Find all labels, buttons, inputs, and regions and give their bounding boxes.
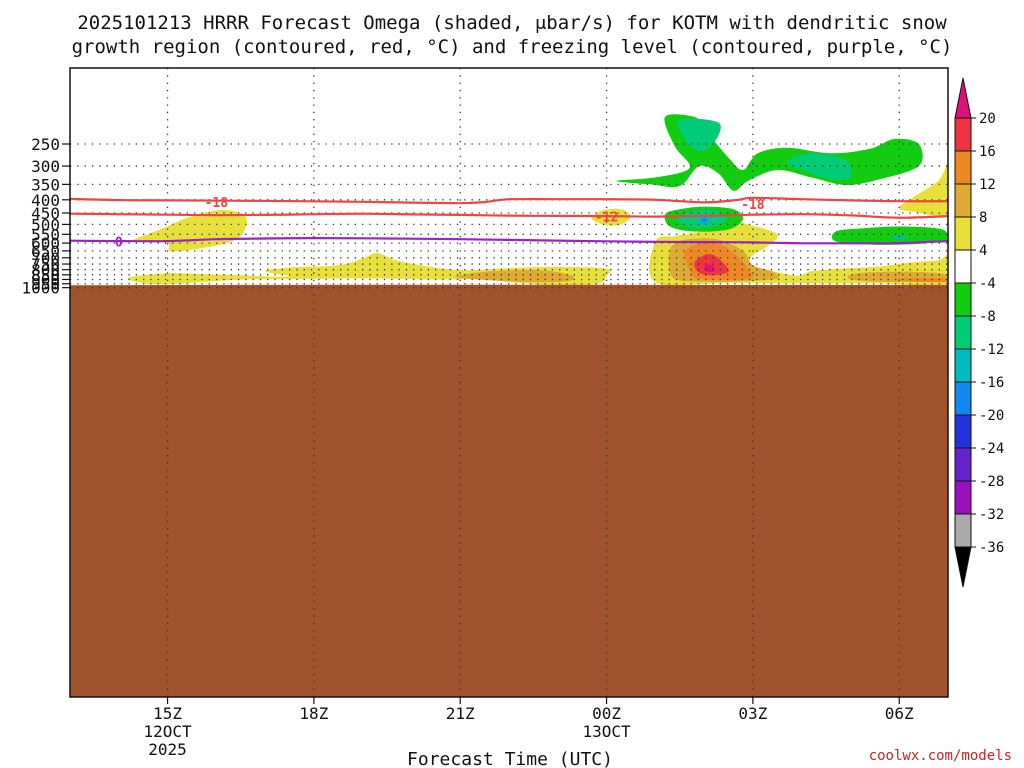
colorbar-swatch-3 bbox=[954, 216, 972, 251]
colorbar-label-10: -24 bbox=[979, 441, 1004, 457]
y-tick-label-250: 250 bbox=[31, 135, 60, 154]
y-tick-label-750: 750 bbox=[31, 255, 60, 274]
x-tick-label-18-line1: 18Z bbox=[299, 704, 328, 723]
colorbar-swatch-6 bbox=[954, 315, 972, 350]
colorbar-label-5: -4 bbox=[979, 276, 996, 292]
omega-colorbar: 20 16 12 8 4 -4 -8 -12 -16 -20 -24 -28 -32 -36 bbox=[954, 77, 1004, 588]
x-tick-label-30-line1: 06Z bbox=[885, 704, 914, 723]
colorbar-swatch-8 bbox=[954, 381, 972, 416]
credit-text: coolwx.com/models bbox=[869, 748, 1012, 764]
colorbar-swatch-7 bbox=[954, 348, 972, 383]
colorbar-label-9: -20 bbox=[979, 408, 1004, 424]
y-tick-label-650: 650 bbox=[31, 242, 60, 261]
terrain-fill bbox=[70, 284, 948, 697]
colorbar-swatch-5 bbox=[954, 282, 972, 317]
contour-label-dgz-minus18-0: -18 bbox=[205, 196, 229, 211]
omega-region-6-0 bbox=[677, 118, 721, 152]
y-tick-label-800: 800 bbox=[31, 261, 60, 280]
y-tick-label-300: 300 bbox=[31, 157, 60, 176]
omega-region-7-1 bbox=[891, 235, 907, 240]
temperature-contours: -18 -18 -12 0 bbox=[70, 196, 948, 250]
colorbar-top-arrow bbox=[954, 77, 972, 119]
omega-region-0-4 bbox=[899, 164, 948, 217]
colorbar-swatch-10 bbox=[954, 447, 972, 482]
omega-region-0-2 bbox=[591, 208, 631, 226]
colorbar-swatch-4 bbox=[954, 249, 972, 284]
colorbar-label-7: -12 bbox=[979, 342, 1004, 358]
chart-title-line-1: 2025101213 HRRR Forecast Omega (shaded, … bbox=[77, 12, 947, 34]
y-tick-label-850: 850 bbox=[31, 266, 60, 285]
colorbar-swatch-9 bbox=[954, 414, 972, 449]
colorbar-label-6: -8 bbox=[979, 309, 996, 325]
colorbar-swatch-0 bbox=[954, 117, 972, 152]
colorbar-label-4: 4 bbox=[979, 243, 987, 259]
omega-region-6-1 bbox=[786, 153, 852, 181]
x-tick-label-15-line1: 15Z bbox=[153, 704, 182, 723]
colorbar-swatch-1 bbox=[954, 150, 972, 185]
omega-region-5-2 bbox=[831, 226, 948, 245]
colorbar-label-11: -28 bbox=[979, 474, 1004, 490]
pressure-axis-ticks: 250 3003504004505005506006507007508008509… bbox=[21, 135, 70, 298]
omega-region-4-0 bbox=[704, 264, 715, 272]
colorbar-swatch-2 bbox=[954, 183, 972, 218]
colorbar-label-0: 20 bbox=[979, 111, 996, 127]
x-axis-label: Forecast Time (UTC) bbox=[407, 749, 613, 768]
y-tick-label-450: 450 bbox=[31, 204, 60, 223]
contour-label-dgz-minus18-1: -18 bbox=[741, 198, 765, 213]
x-tick-label-15-line3: 2025 bbox=[148, 740, 187, 759]
colorbar-swatch-12 bbox=[954, 513, 972, 548]
colorbar-label-12: -32 bbox=[979, 507, 1004, 523]
y-tick-label-550: 550 bbox=[31, 225, 60, 244]
omega-region-5-0 bbox=[616, 114, 923, 191]
colorbar-label-13: -36 bbox=[979, 540, 1004, 556]
colorbar-bottom-arrow bbox=[954, 546, 972, 588]
contour-dgz-minus12 bbox=[70, 212, 948, 219]
contour-label-dgz-minus12-0: -12 bbox=[595, 211, 618, 226]
x-tick-label-24-line1: 00Z bbox=[592, 704, 621, 723]
contour-dgz-minus18 bbox=[70, 196, 948, 205]
x-tick-label-21-line1: 21Z bbox=[446, 704, 475, 723]
omega-region-8-0 bbox=[700, 217, 708, 223]
contour-freezing-level bbox=[70, 236, 948, 245]
contour-label-freezing-level-0: 0 bbox=[115, 235, 123, 250]
colorbar-swatch-11 bbox=[954, 480, 972, 515]
y-tick-label-1000: 1000 bbox=[21, 279, 60, 298]
colorbar-label-1: 16 bbox=[979, 144, 996, 160]
chart-title-line-2: growth region (contoured, red, °C) and f… bbox=[72, 36, 953, 58]
y-tick-label-350: 350 bbox=[31, 175, 60, 194]
y-tick-label-700: 700 bbox=[31, 249, 60, 268]
colorbar-label-3: 8 bbox=[979, 210, 987, 226]
omega-region-2-1 bbox=[896, 278, 948, 283]
y-tick-label-950: 950 bbox=[31, 275, 60, 294]
terrain-surface bbox=[70, 284, 948, 697]
y-tick-label-900: 900 bbox=[31, 270, 60, 289]
x-tick-label-15-line2: 12OCT bbox=[143, 722, 192, 741]
y-tick-label-600: 600 bbox=[31, 234, 60, 253]
colorbar-label-2: 12 bbox=[979, 177, 996, 193]
x-tick-label-27-line1: 03Z bbox=[738, 704, 767, 723]
plot-frame bbox=[69, 67, 949, 698]
y-tick-label-400: 400 bbox=[31, 191, 60, 210]
omega-region-0-0 bbox=[132, 209, 247, 252]
x-tick-label-24-line2: 13OCT bbox=[582, 722, 631, 741]
y-tick-label-500: 500 bbox=[31, 215, 60, 234]
colorbar-label-8: -16 bbox=[979, 375, 1004, 391]
